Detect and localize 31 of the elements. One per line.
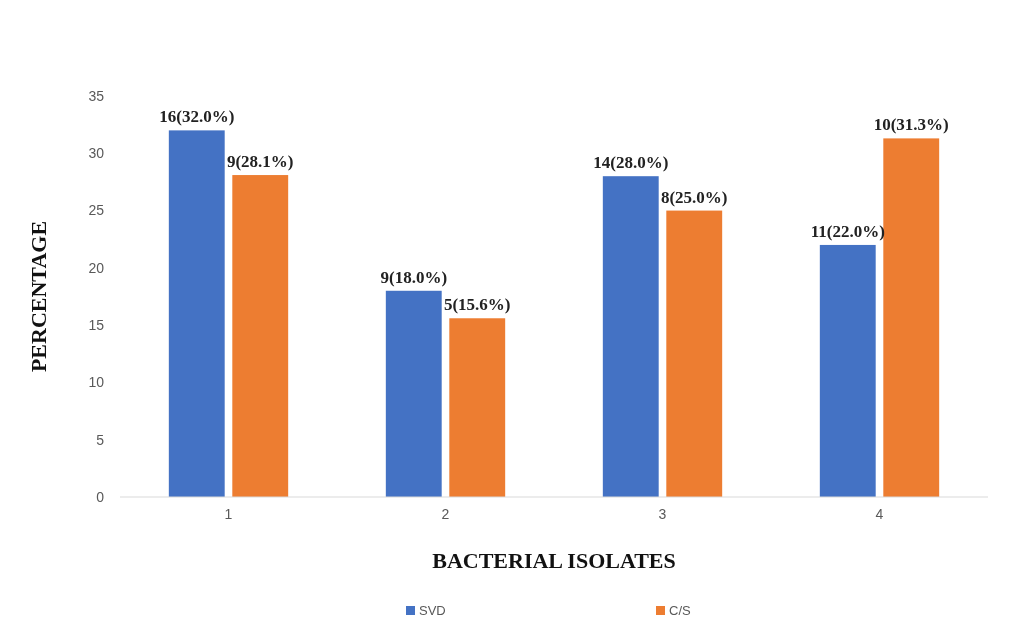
x-tick-label: 1 <box>224 506 233 522</box>
bar <box>883 138 940 497</box>
y-tick-label: 25 <box>88 202 105 219</box>
y-tick-label: 30 <box>88 145 105 162</box>
data-label: 14(28.0%) <box>593 153 669 173</box>
bar <box>232 175 289 497</box>
x-axis-title: BACTERIAL ISOLATES <box>432 548 676 573</box>
y-tick-label: 20 <box>88 259 105 276</box>
data-label: 5(15.6%) <box>443 295 511 315</box>
y-tick-label: 0 <box>96 488 105 505</box>
y-tick-label: 5 <box>96 431 105 448</box>
legend-label: C/S <box>669 603 691 618</box>
x-tick-label: 2 <box>441 506 450 522</box>
y-tick-label: 35 <box>88 87 105 104</box>
bar <box>819 244 876 497</box>
data-label: 16(32.0%) <box>159 107 235 127</box>
data-label: 10(31.3%) <box>873 115 949 135</box>
bar <box>168 130 225 497</box>
bar <box>449 318 506 497</box>
bar <box>602 176 659 497</box>
x-tick-label: 3 <box>658 506 667 522</box>
y-axis-title: PERCENTAGE <box>26 220 51 373</box>
legend-label: SVD <box>419 603 446 618</box>
data-label: 9(28.1%) <box>226 152 294 172</box>
bar <box>666 210 723 497</box>
y-tick-label: 10 <box>88 374 105 391</box>
x-tick-label: 4 <box>875 506 884 522</box>
bar <box>385 290 442 497</box>
data-label: 8(25.0%) <box>660 187 728 207</box>
y-tick-label: 15 <box>88 317 105 334</box>
data-label: 9(18.0%) <box>380 267 448 287</box>
